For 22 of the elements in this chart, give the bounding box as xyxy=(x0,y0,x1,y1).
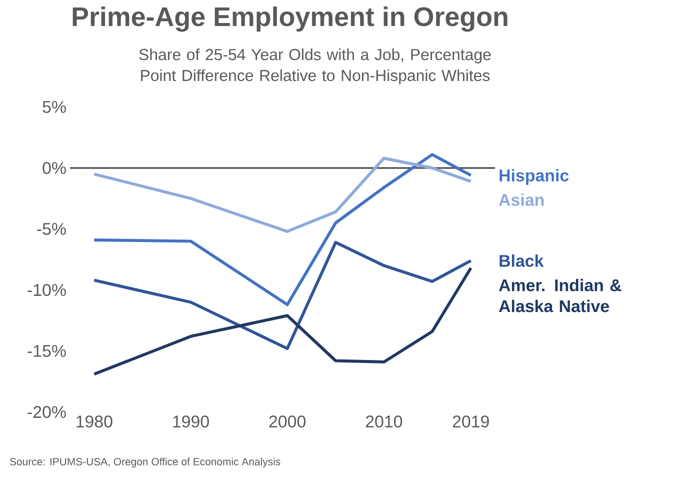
line-series xyxy=(92,153,472,306)
chart-title: Prime-Age Employment in Oregon xyxy=(72,6,508,32)
y-tick-label: 5% xyxy=(42,101,66,113)
x-tick-label: 2010 xyxy=(366,416,402,428)
series-label: Hispanic xyxy=(500,169,569,185)
y-tick-label: 0% xyxy=(42,162,66,174)
series-label: Black xyxy=(500,254,544,267)
x-tick-label: 1990 xyxy=(173,416,209,428)
x-tick-label: 2000 xyxy=(269,416,306,428)
y-tick-label: -10% xyxy=(28,284,66,296)
line-series xyxy=(92,240,472,350)
source-note: Source: IPUMS-USA, Oregon Office of Economic Analysis xyxy=(10,458,280,468)
chart-subtitle: Share of 25-54 Year Olds with a Job, Percentage Point Difference Relative to Non-Hispanic Whites xyxy=(139,48,491,84)
x-tick-label: 2019 xyxy=(452,416,489,428)
y-tick-label: -15% xyxy=(28,345,66,357)
line-series xyxy=(92,266,472,376)
y-tick-label: -20% xyxy=(28,406,66,418)
series-label: Asian xyxy=(498,193,544,206)
series-label: Amer. Indian & Alaska Native xyxy=(498,278,622,312)
y-tick-label: -5% xyxy=(37,223,66,235)
x-tick-label: 1980 xyxy=(76,416,112,428)
line-series xyxy=(92,156,472,233)
